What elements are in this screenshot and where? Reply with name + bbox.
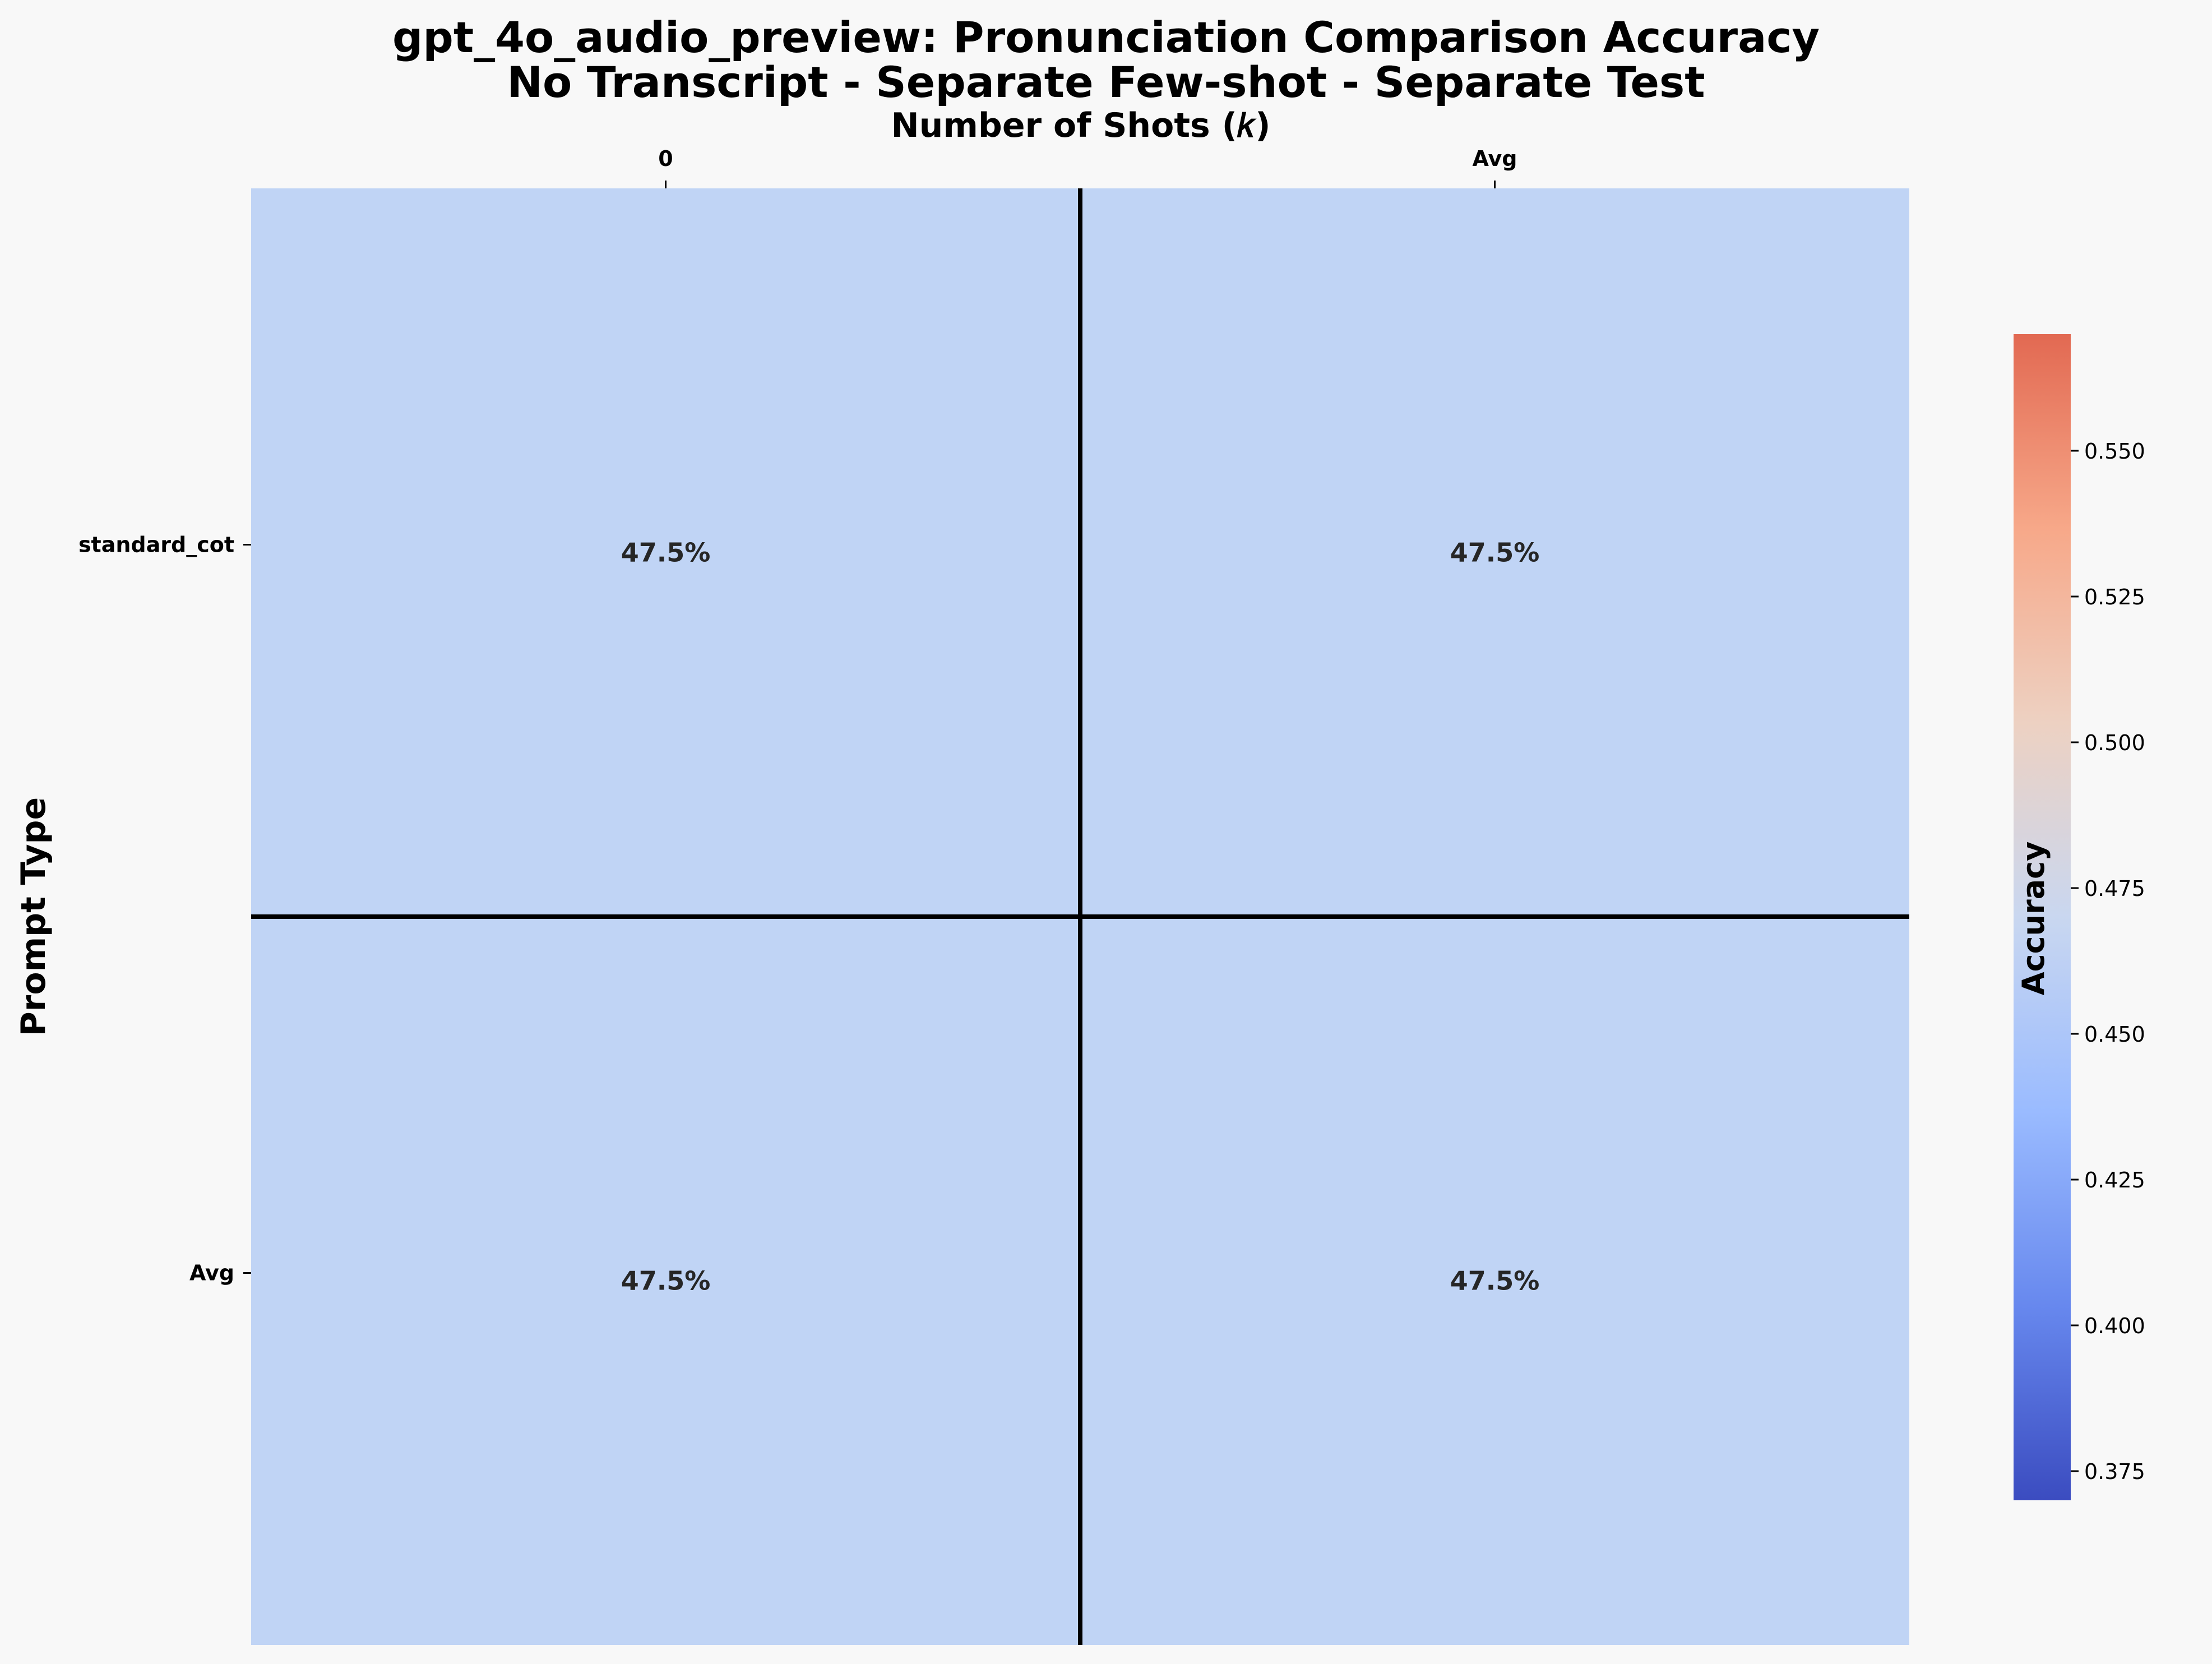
colorbar-tick-label: 0.375 [2084,1459,2145,1484]
heatmap-cell [251,917,1080,1645]
cell-value-label: 47.5% [621,1266,711,1296]
colorbar-tick-label: 0.475 [2084,876,2145,901]
colorbar-tick-label: 0.400 [2084,1314,2145,1338]
chart-subtitle: No Transcript - Separate Few-shot - Sepa… [507,57,1705,107]
y-tick-label: Avg [189,1261,234,1286]
chart-title: gpt_4o_audio_preview: Pronunciation Comp… [392,12,1820,62]
x-axis-ticks: 0 Avg [658,146,1517,188]
y-axis-label: Prompt Type [14,797,53,1036]
colorbar-tick-label: 0.425 [2084,1168,2145,1192]
heatmap-cell [1080,188,1909,917]
cell-value-label: 47.5% [1450,538,1540,568]
colorbar-label: Accuracy [2016,842,2051,996]
x-tick-label: Avg [1472,146,1517,171]
heatmap-cell [1080,917,1909,1645]
colorbar-tick-label: 0.525 [2084,585,2145,609]
x-tick-label: 0 [658,146,673,171]
heatmap-cells: 47.5% 47.5% 47.5% 47.5% [251,188,1909,1645]
cell-value-label: 47.5% [1450,1266,1540,1296]
heatmap-cell [251,188,1080,917]
x-axis-label: Number of Shots (𝑘) [891,106,1270,145]
cell-value-label: 47.5% [621,538,711,568]
y-tick-label: standard_cot [78,533,234,557]
cell-separators [251,188,1909,1645]
y-axis-ticks: standard_cot Avg [78,533,251,1286]
colorbar: 0.375 0.400 0.425 0.450 0.475 0.500 0.525 0.550 [2014,334,2145,1500]
colorbar-tick-label: 0.500 [2084,731,2145,755]
colorbar-tick-label: 0.450 [2084,1022,2145,1047]
colorbar-bar [2014,334,2071,1500]
colorbar-tick-label: 0.550 [2084,439,2145,464]
